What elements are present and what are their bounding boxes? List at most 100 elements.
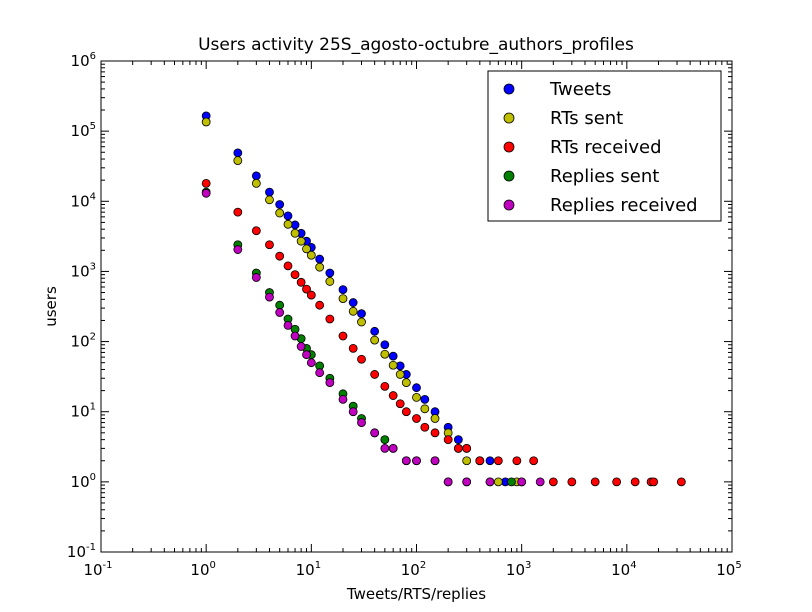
data-point-series-1 <box>302 244 311 254</box>
data-point-series-2 <box>420 422 430 432</box>
data-point-series-1 <box>401 378 411 388</box>
data-point-series-1 <box>412 392 421 402</box>
data-point-series-2 <box>302 284 311 294</box>
chart-title: Users activity 25S_agosto-octubre_author… <box>198 35 634 55</box>
y-tick-label: 10-1 <box>67 542 96 561</box>
data-point-series-4 <box>443 477 453 487</box>
data-point-series-2 <box>251 226 261 236</box>
data-point-series-2 <box>430 428 440 438</box>
data-point-series-1 <box>348 306 358 316</box>
y-tick-label: 105 <box>71 121 96 140</box>
data-point-series-2 <box>512 456 522 466</box>
data-point-series-2 <box>338 331 348 341</box>
data-point-series-2 <box>548 477 558 487</box>
ticks-layer: 10-1 100 101 102 103 104 105 10-1 100 101 102 103 10… <box>67 51 742 579</box>
data-point-series-0 <box>338 285 348 295</box>
x-axis-label: Tweets/RTS/replies <box>346 585 486 603</box>
legend-marker <box>503 199 515 211</box>
data-point-series-1 <box>306 250 316 260</box>
data-point-series-4 <box>265 292 274 302</box>
data-point-series-2 <box>590 477 600 487</box>
data-point-series-2 <box>265 240 274 250</box>
data-point-series-4 <box>348 407 358 417</box>
data-point-series-3 <box>507 477 516 487</box>
legend-label: RTs received <box>550 137 662 158</box>
data-point-series-1 <box>462 456 472 466</box>
data-point-series-0 <box>357 309 366 319</box>
data-point-series-4 <box>412 456 421 466</box>
data-point-series-2 <box>296 277 306 287</box>
data-point-series-2 <box>201 178 211 188</box>
data-point-series-4 <box>517 477 527 487</box>
data-point-series-2 <box>306 290 316 300</box>
data-point-series-2 <box>612 477 622 487</box>
points-layer <box>201 111 686 487</box>
data-point-series-1 <box>265 195 274 205</box>
y-tick-label: 104 <box>71 191 96 210</box>
data-point-series-1 <box>325 277 335 286</box>
x-tick-label: 101 <box>296 560 321 579</box>
data-point-series-2 <box>630 477 640 487</box>
data-point-series-4 <box>201 188 211 198</box>
data-point-series-1 <box>315 262 325 272</box>
legend: Tweets RTs sent RTs received Replies sent Re… <box>487 70 722 222</box>
x-tick-label: 102 <box>401 560 426 579</box>
data-point-series-4 <box>325 378 335 388</box>
data-point-series-1 <box>388 360 398 370</box>
data-point-series-4 <box>233 245 243 254</box>
data-point-series-2 <box>357 354 366 364</box>
data-point-series-2 <box>401 407 411 417</box>
data-point-series-1 <box>283 219 293 229</box>
legend-marker <box>503 83 515 95</box>
data-point-series-0 <box>315 254 325 264</box>
y-tick-label: 103 <box>71 261 96 280</box>
data-point-series-4 <box>315 368 325 378</box>
data-point-series-4 <box>251 273 261 282</box>
data-point-series-4 <box>275 308 285 317</box>
data-point-series-1 <box>275 208 285 218</box>
data-point-series-2 <box>315 300 325 310</box>
data-point-series-2 <box>380 381 390 391</box>
data-point-series-4 <box>485 477 495 487</box>
x-tick-label: 104 <box>611 560 636 579</box>
data-point-series-4 <box>462 477 472 487</box>
data-point-series-1 <box>233 156 243 166</box>
x-tick-label: 10-1 <box>83 560 112 579</box>
data-point-series-0 <box>370 326 380 336</box>
data-point-series-0 <box>348 298 358 307</box>
data-point-series-2 <box>567 477 577 487</box>
data-point-series-3 <box>275 300 285 310</box>
data-point-series-1 <box>370 335 380 345</box>
x-tick-label: 105 <box>716 560 741 579</box>
data-point-series-4 <box>290 331 300 341</box>
legend-frame <box>487 70 722 222</box>
data-point-series-2 <box>233 207 243 217</box>
y-tick-label: 100 <box>71 472 96 491</box>
x-tick-label: 100 <box>190 560 215 579</box>
legend-label: Replies received <box>550 195 698 216</box>
data-point-series-0 <box>251 171 261 181</box>
data-point-series-1 <box>420 404 430 414</box>
data-point-series-2 <box>493 456 503 466</box>
data-point-series-1 <box>380 349 390 359</box>
data-point-series-2 <box>453 443 463 453</box>
legend-label: Tweets <box>549 79 611 100</box>
data-point-series-0 <box>420 394 430 404</box>
data-point-series-1 <box>338 294 348 303</box>
data-point-series-4 <box>401 456 411 466</box>
data-point-series-2 <box>395 399 405 409</box>
data-point-series-4 <box>370 428 380 438</box>
legend-label: Replies sent <box>550 166 659 187</box>
data-point-series-4 <box>296 342 306 351</box>
data-point-series-2 <box>388 391 398 400</box>
data-point-series-0 <box>380 340 390 350</box>
data-point-series-4 <box>283 321 293 330</box>
data-point-series-1 <box>395 370 405 379</box>
data-point-series-0 <box>283 211 293 221</box>
data-point-series-1 <box>201 117 211 127</box>
data-point-series-2 <box>348 343 358 353</box>
data-point-series-0 <box>325 268 335 278</box>
data-point-series-1 <box>493 477 503 487</box>
data-point-series-4 <box>535 477 545 487</box>
